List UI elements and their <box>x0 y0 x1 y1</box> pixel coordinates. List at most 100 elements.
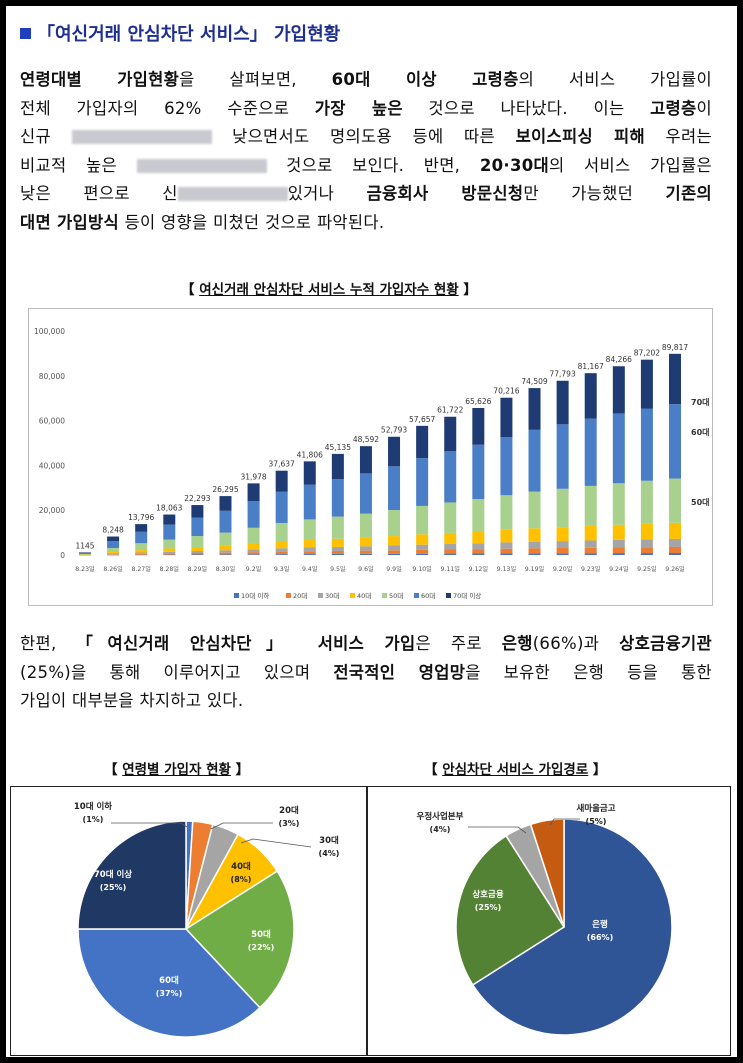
bar-segment <box>303 554 316 555</box>
bar-total-label: 65,626 <box>465 397 491 406</box>
bar-segment <box>275 554 288 555</box>
bar-total-label: 70,216 <box>493 387 519 396</box>
bar-segment <box>163 553 176 555</box>
bar-segment <box>500 553 513 555</box>
bar-total-label: 87,202 <box>634 349 660 358</box>
y-tick-label: 0 <box>60 551 65 560</box>
legend-swatch <box>234 593 239 598</box>
bar-segment <box>219 545 232 551</box>
bar-segment <box>275 491 288 523</box>
leader-line <box>111 822 188 828</box>
bar-segment <box>331 516 344 539</box>
bar-total-label: 18,063 <box>156 504 182 513</box>
bar-segment <box>135 524 148 532</box>
bar-segment <box>191 536 204 548</box>
bar-segment <box>247 543 260 550</box>
text-line: 낮은 편으로 신 있거나 금융회사 방문신청만 가능했던 기존의 <box>20 180 712 209</box>
bar-segment <box>556 553 569 555</box>
bar-total-label: 22,293 <box>184 494 210 503</box>
pie-percent: (5%) <box>586 817 607 826</box>
text-segment: 서비스 가입 <box>297 634 416 653</box>
bar-segment <box>612 553 625 555</box>
leader-line <box>549 818 580 826</box>
bar-segment <box>640 553 653 555</box>
bar-segment <box>359 546 372 551</box>
heading-text: 「여신거래 안심차단 서비스」 가입현황 <box>37 24 341 45</box>
series-side-label: 50대 <box>691 497 710 507</box>
bar-segment <box>79 554 91 556</box>
bar-segment <box>472 531 485 544</box>
text-line: 연령대별 가입현황을 살펴보면, 60대 이상 고령층의 서비스 가입률이 <box>20 66 712 95</box>
text-segment: 기존의 <box>665 184 712 203</box>
paragraph-age-analysis: 연령대별 가입현황을 살펴보면, 60대 이상 고령층의 서비스 가입률이 전체 … <box>20 66 712 237</box>
bar-segment <box>640 547 653 554</box>
bar-segment <box>584 540 597 548</box>
pie-percent: (4%) <box>319 849 340 858</box>
text-segment: 은 주로 <box>415 634 502 653</box>
section-heading: 「여신거래 안심차단 서비스」 가입현황 <box>20 20 340 46</box>
bar-segment <box>247 483 260 502</box>
bar-segment <box>612 413 625 484</box>
y-tick-label: 20,000 <box>39 506 65 515</box>
bar-segment <box>500 529 513 543</box>
bar-segment <box>472 543 485 550</box>
text-segment: 가장 높은 <box>314 98 403 118</box>
text-segment: (66%)과 <box>532 634 620 653</box>
bar-segment <box>444 553 457 555</box>
pie-label: 70대 이상 <box>94 869 132 880</box>
bar-segment <box>219 554 232 555</box>
legend-swatch <box>446 593 451 598</box>
bar-segment <box>612 547 625 554</box>
bar-segment <box>528 541 541 549</box>
bar-segment <box>219 532 232 546</box>
bar-segment <box>275 551 288 555</box>
bar-total-label: 77,793 <box>549 370 575 379</box>
bar-segment <box>556 380 569 425</box>
text-segment: 을 살펴보면, <box>179 70 332 89</box>
bar-segment <box>669 404 681 479</box>
x-tick-label: 9.23일 <box>581 565 601 573</box>
text-segment: 의 서비스 가입률은 <box>548 155 712 175</box>
bar-segment <box>247 501 260 528</box>
bar-segment <box>163 514 176 525</box>
bar-total-label: 57,657 <box>409 415 435 424</box>
text-segment: (25%)을 통해 이루어지고 있으며 <box>20 662 334 682</box>
square-bullet-icon <box>20 28 31 39</box>
text-segment: 연령대별 가입현황 <box>20 70 180 89</box>
bar-segment <box>163 548 176 552</box>
text-line: 전체 가입자의 62% 수준으로 가장 높은 것으로 나타났다. 이는 고령층이 <box>20 95 712 124</box>
pie2-title: 【 안심차단 서비스 가입경로 】 <box>424 762 607 778</box>
x-tick-label: 9.19일 <box>525 565 545 573</box>
bar-segment <box>359 446 372 474</box>
text-segment: 고령층 <box>650 98 697 118</box>
bar-segment <box>528 491 541 529</box>
x-tick-label: 8.26일 <box>103 565 123 573</box>
text-segment: 비교적 높은 <box>20 155 137 175</box>
bar-segment <box>107 547 120 553</box>
y-tick-label: 60,000 <box>39 417 65 426</box>
bar-segment <box>472 499 485 532</box>
bar-segment <box>669 478 681 523</box>
bar-segment <box>472 553 485 555</box>
bar-segment <box>331 479 344 517</box>
bar-segment <box>388 436 401 467</box>
text-segment: 은행 <box>501 634 533 653</box>
bar-segment <box>107 554 120 555</box>
x-tick-label: 9.12일 <box>469 565 489 573</box>
x-tick-label: 9.5일 <box>330 565 346 573</box>
bar-segment <box>163 554 176 556</box>
bar-segment <box>640 523 653 540</box>
bar-segment <box>107 552 120 554</box>
bar-segment <box>107 536 120 542</box>
bar-segment <box>640 408 653 481</box>
bar-total-label: 41,806 <box>297 450 323 459</box>
bar-segment <box>191 547 204 552</box>
x-tick-label: 9.13일 <box>497 565 517 573</box>
bar-segment <box>584 547 597 554</box>
x-tick-label: 9.25일 <box>637 565 657 573</box>
y-tick-label: 100,000 <box>34 327 65 336</box>
x-tick-label: 9.2일 <box>246 565 262 573</box>
bar-total-label: 37,637 <box>269 460 295 469</box>
bar-segment <box>359 513 372 538</box>
pie2-frame: 은행 (66%) 상호금융 (25%) 우정사업본부 (4%) 새마을금고 (5%) <box>367 786 731 1056</box>
